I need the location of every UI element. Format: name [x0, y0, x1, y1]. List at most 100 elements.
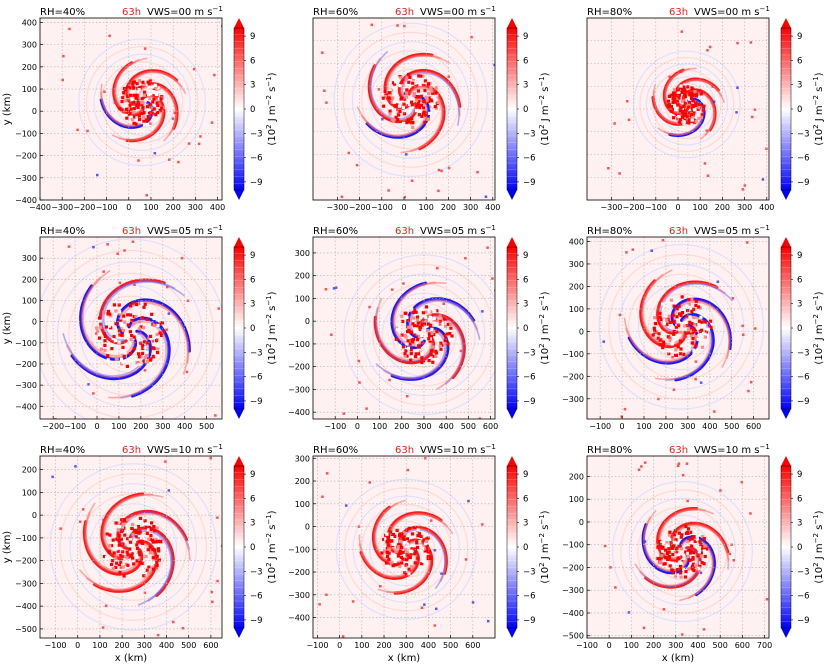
- core-speckle: [145, 82, 149, 86]
- core-speckle: [120, 554, 124, 558]
- colorbar-tick-label: 3: [523, 519, 528, 529]
- scattered-cell: [185, 370, 189, 374]
- core-speckle: [438, 314, 442, 318]
- core-speckle: [147, 525, 151, 529]
- core-speckle: [144, 525, 148, 529]
- core-speckle: [398, 539, 402, 543]
- scattered-cell: [113, 101, 116, 104]
- core-speckle: [146, 528, 151, 532]
- core-speckle: [156, 351, 160, 355]
- core-speckle: [699, 92, 703, 96]
- core-speckle: [694, 119, 698, 123]
- colorbar-label-part: s: [814, 306, 825, 314]
- core-speckle: [444, 317, 448, 321]
- core-speckle: [130, 526, 134, 531]
- core-speckle: [122, 574, 126, 578]
- scattered-cell: [145, 194, 148, 197]
- core-speckle: [106, 358, 110, 362]
- core-speckle: [435, 357, 439, 361]
- panel-9: −100 0 100 200 300 400 500 600 700−500−400−300−2…: [562, 443, 825, 664]
- core-speckle: [122, 113, 126, 117]
- colorbar-label-part: −1: [538, 514, 546, 524]
- core-speckle: [384, 91, 388, 95]
- colorbar-tick-label: −3: [797, 348, 810, 358]
- scattered-cell: [706, 174, 710, 177]
- core-speckle: [146, 118, 150, 122]
- core-speckle: [681, 560, 685, 564]
- spiral-band: [356, 97, 427, 136]
- core-speckle: [677, 96, 681, 100]
- scattered-cell: [713, 410, 716, 413]
- core-speckle: [156, 90, 160, 94]
- colorbar-label-part: −2: [538, 533, 546, 543]
- core-speckle: [701, 535, 705, 539]
- core-speckle: [681, 115, 685, 119]
- core-speckle: [400, 314, 404, 318]
- colorbar-tick-label: 0: [523, 543, 528, 553]
- core-speckle: [679, 535, 683, 539]
- core-speckle: [123, 320, 127, 324]
- y-tick-label: −100: [15, 339, 37, 348]
- core-speckle: [702, 104, 706, 108]
- core-speckle: [406, 339, 410, 343]
- scattered-cell: [340, 195, 344, 199]
- core-speckle: [426, 117, 430, 121]
- x-tick-label: −300: [326, 203, 348, 212]
- y-tick-label: 0: [32, 318, 37, 327]
- core-speckle: [120, 518, 124, 522]
- core-speckle: [672, 94, 676, 98]
- core-speckle: [687, 103, 691, 107]
- core-speckle: [116, 528, 120, 532]
- core-speckle: [415, 338, 420, 342]
- scattered-cell: [321, 495, 324, 498]
- core-speckle: [392, 82, 397, 86]
- colorbar-label-part: J m: [267, 324, 278, 343]
- y-tick-label: −200: [562, 563, 584, 572]
- y-tick-label: 300: [22, 41, 37, 50]
- vws-label: VWS=05 m s−1: [694, 224, 770, 237]
- core-speckle: [678, 118, 683, 122]
- scattered-cell: [403, 24, 406, 28]
- core-speckle: [402, 102, 406, 106]
- scattered-cell: [447, 166, 451, 170]
- core-speckle: [414, 549, 418, 553]
- core-speckle: [684, 524, 688, 529]
- core-speckle: [121, 542, 125, 546]
- scattered-cell: [396, 108, 399, 112]
- core-speckle: [414, 109, 419, 113]
- core-speckle: [120, 323, 124, 327]
- x-tick-label: −100: [96, 203, 118, 212]
- time-label: 63h: [395, 226, 414, 237]
- core-speckle: [125, 526, 129, 530]
- colorbar-bottom-arrow: [507, 409, 517, 419]
- core-speckle: [150, 312, 154, 316]
- scattered-cell: [735, 111, 738, 114]
- colorbar-label-part: J m: [814, 105, 825, 124]
- spiral-band: [623, 317, 695, 362]
- core-speckle: [99, 325, 103, 329]
- core-speckle: [692, 307, 696, 311]
- core-speckle: [699, 115, 703, 119]
- core-speckle: [660, 545, 664, 549]
- core-speckle: [680, 324, 684, 329]
- core-speckle: [666, 99, 671, 103]
- colorbar-tick-label: 0: [797, 543, 802, 553]
- core-speckle: [112, 303, 116, 307]
- core-speckle: [414, 352, 418, 356]
- core-speckle: [147, 562, 151, 566]
- core-speckle: [145, 308, 149, 312]
- rh-label: RH=80%: [587, 7, 632, 18]
- x-tick-label: 100: [354, 641, 369, 650]
- colorbar-tick-label: 0: [250, 324, 255, 334]
- core-speckle: [430, 96, 434, 100]
- core-speckle: [147, 336, 151, 340]
- colorbar-label-part: J m: [540, 324, 551, 343]
- spiral-band: [399, 70, 461, 117]
- core-speckle: [416, 528, 420, 532]
- core-speckle: [119, 560, 123, 564]
- colorbar-top-arrow: [234, 237, 244, 247]
- core-speckle: [141, 82, 146, 87]
- core-speckle: [151, 354, 155, 358]
- core-speckle: [109, 314, 113, 318]
- x-tick-label: 200: [646, 641, 661, 650]
